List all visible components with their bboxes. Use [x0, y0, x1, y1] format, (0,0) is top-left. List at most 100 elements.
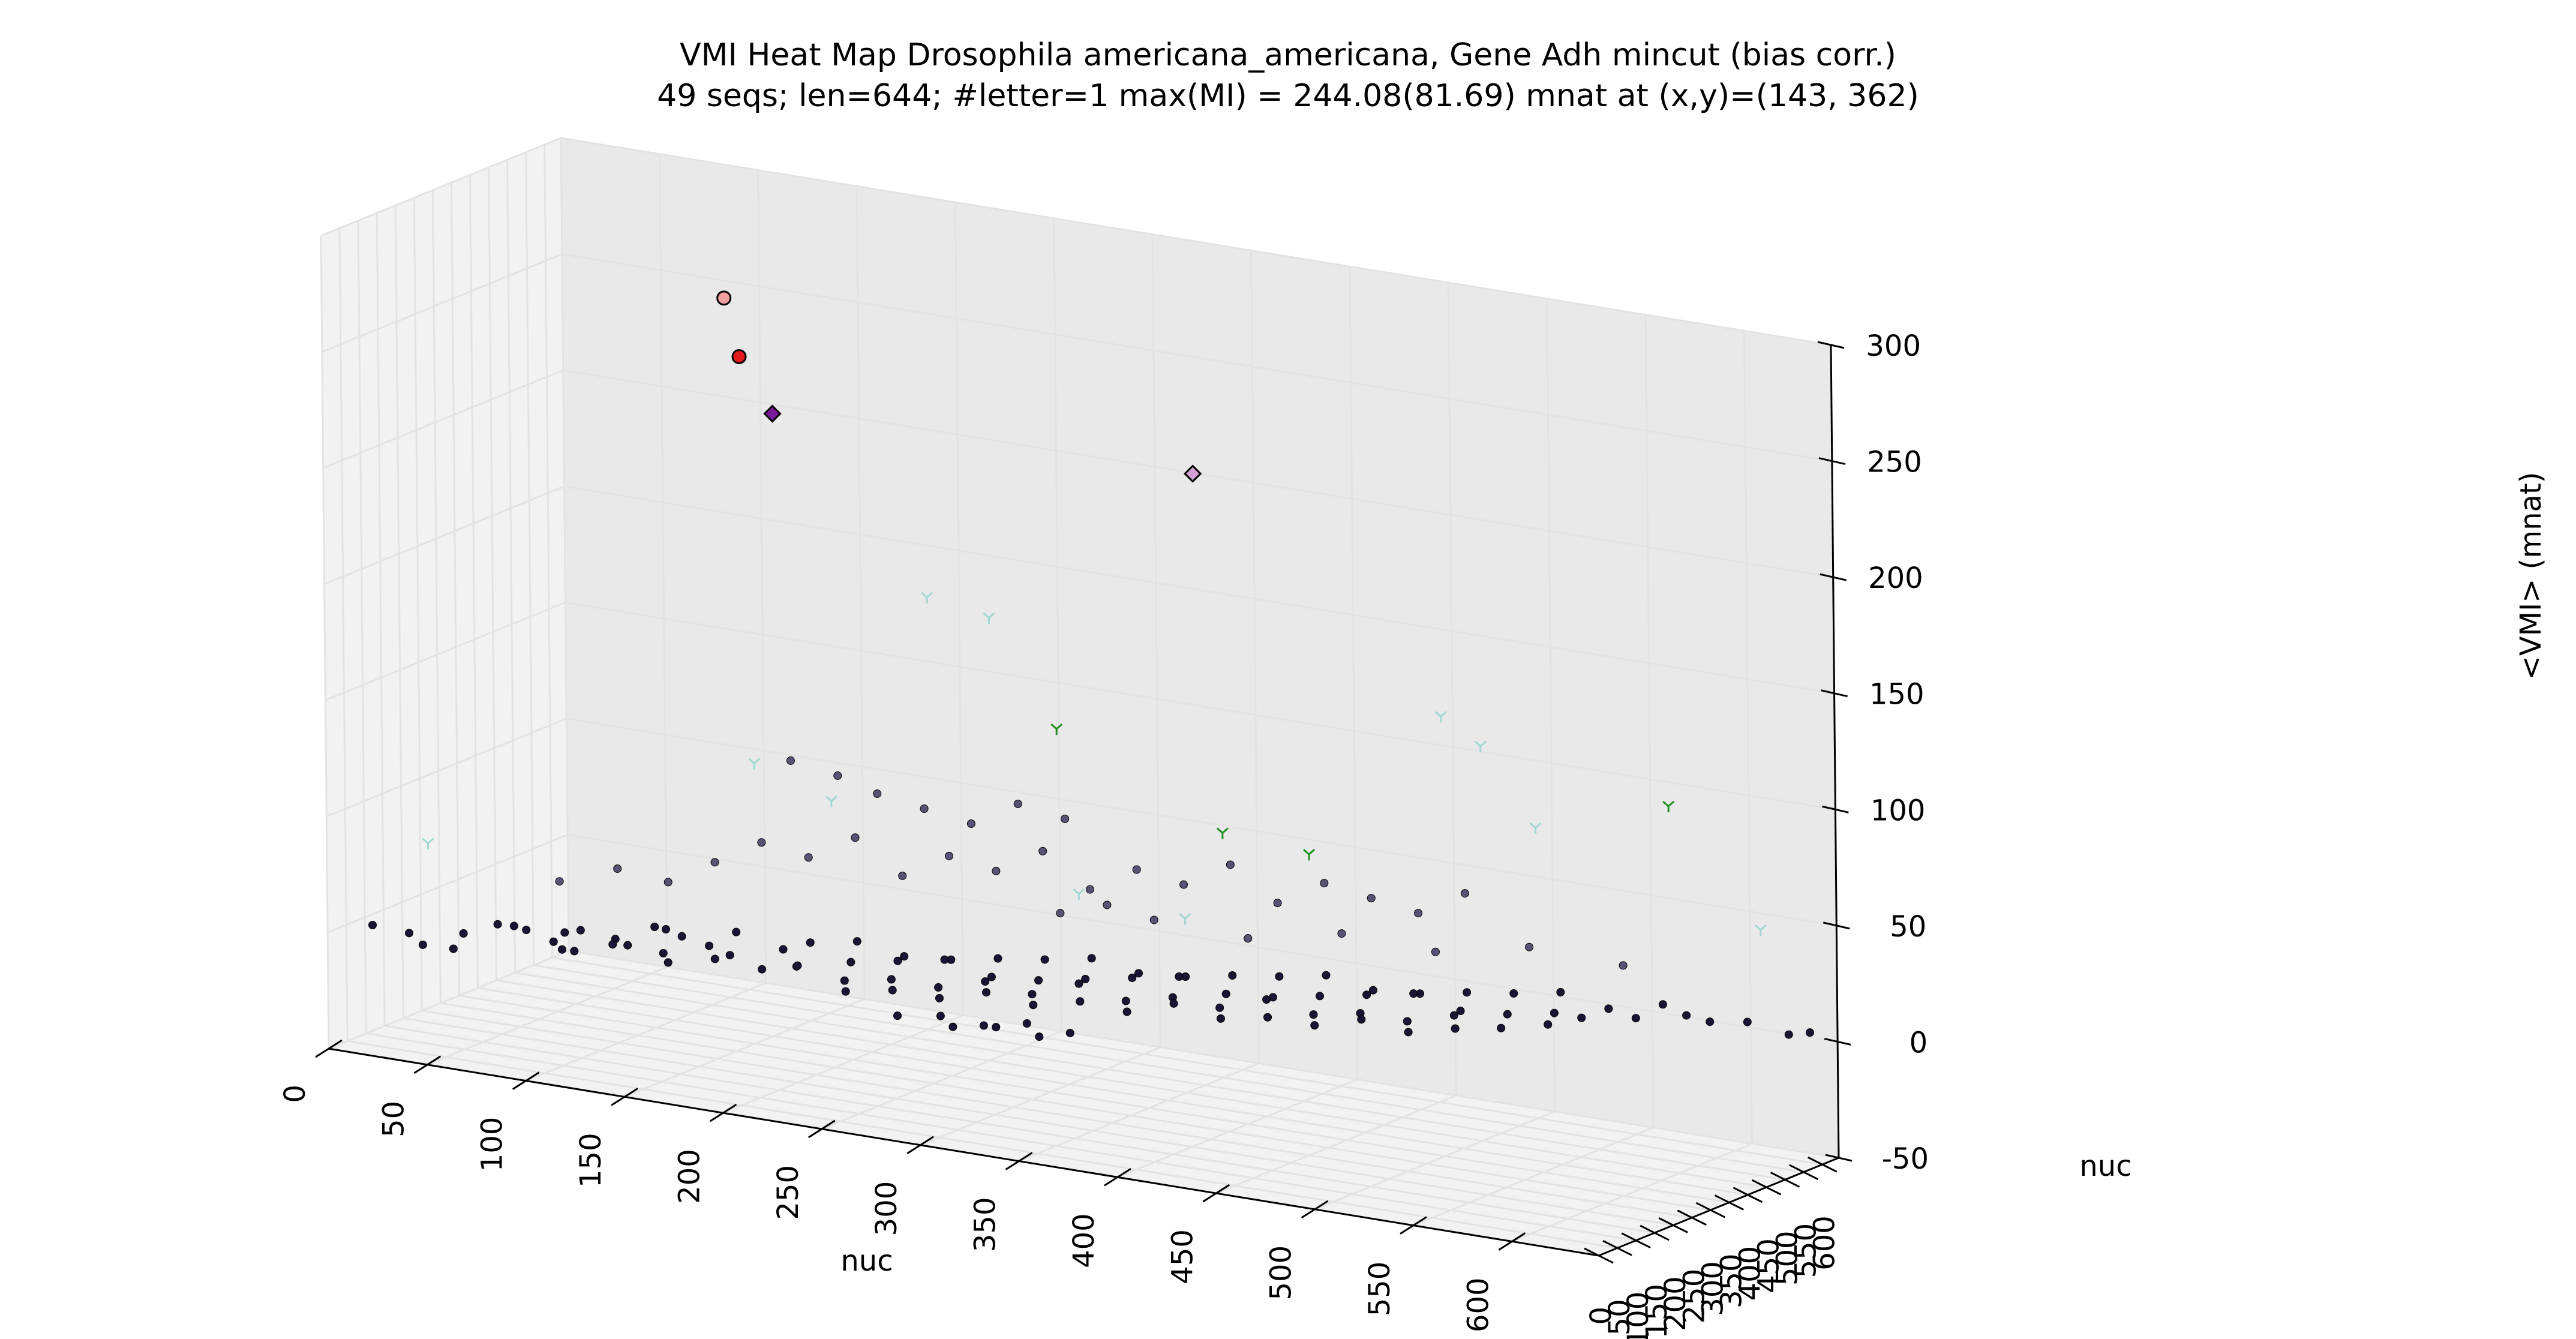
y-tick-mark: [1714, 1194, 1745, 1211]
z-axis-label: <VMI> (mnat): [2514, 472, 2548, 680]
y-tick-label: 550: [1790, 1223, 1823, 1278]
data-point: [1631, 1014, 1640, 1023]
data-point: [1273, 899, 1282, 908]
data-point: [920, 804, 929, 813]
data-point: [663, 878, 672, 887]
y-tick-mark: [1602, 1240, 1632, 1256]
data-point: [1619, 961, 1628, 970]
data-point: [804, 853, 813, 862]
y-tick-label: 350: [1715, 1253, 1748, 1308]
z-tick-label: -50: [1882, 1142, 1929, 1176]
data-point: [1035, 1032, 1044, 1041]
data-point: [873, 789, 882, 798]
y-axis-label: nuc: [2079, 1149, 2131, 1183]
data-point: [1216, 1014, 1225, 1023]
data-point: [560, 928, 569, 937]
data-point: [981, 988, 990, 997]
data-point: [650, 923, 659, 932]
data-point: [1404, 1028, 1413, 1037]
data-point: [1061, 814, 1070, 823]
data-point: [1414, 909, 1423, 918]
x-tick-mark: [413, 1055, 442, 1074]
data-point: [900, 952, 909, 961]
tri-arm: [422, 837, 429, 844]
data-point: [945, 851, 954, 860]
data-point: [732, 927, 741, 936]
grid-line-z: [326, 717, 1837, 927]
tri-arm: [1474, 740, 1481, 747]
y-tick-label: 500: [1771, 1230, 1805, 1286]
x-tick-mark: [1104, 1168, 1131, 1187]
data-point: [1065, 1028, 1074, 1037]
data-point-tri: [1050, 723, 1063, 735]
data-point: [1263, 1013, 1272, 1022]
x-tick-mark: [1301, 1200, 1329, 1219]
x-tick-label: 600: [1461, 1277, 1495, 1332]
z-tick-mark: [1818, 457, 1846, 466]
data-point-circle: [716, 290, 732, 306]
z-tick-label: 150: [1869, 678, 1925, 711]
data-point: [1038, 846, 1047, 855]
x-axis-label: nuc: [840, 1244, 893, 1278]
data-point-tri: [1662, 800, 1675, 813]
data-point: [948, 1022, 957, 1031]
axes-panes: [321, 138, 1839, 1256]
data-point: [1081, 975, 1090, 984]
data-point: [1179, 880, 1188, 889]
tri-arm: [1216, 827, 1223, 834]
x-tick-mark: [1202, 1184, 1230, 1203]
data-point: [1456, 1007, 1465, 1016]
data-point: [786, 756, 795, 765]
y-tick-mark: [1640, 1224, 1670, 1241]
data-point: [522, 926, 531, 935]
z-tick-label: 250: [1867, 446, 1922, 479]
axis-lines: [328, 344, 1840, 1257]
data-point: [710, 858, 719, 867]
data-point: [1149, 915, 1158, 924]
data-point: [934, 983, 943, 992]
tri-arm: [748, 758, 755, 764]
data-point: [1132, 865, 1141, 874]
data-point: [1550, 1008, 1559, 1017]
data-point: [1706, 1017, 1715, 1026]
data-point: [758, 965, 767, 974]
data-point: [1451, 1024, 1460, 1033]
data-point: [710, 954, 719, 963]
y-tick-mark: [1751, 1179, 1782, 1196]
data-point: [1309, 1010, 1318, 1019]
data-point: [1806, 1028, 1815, 1037]
data-point: [509, 921, 518, 930]
data-point: [1682, 1011, 1691, 1020]
data-point: [1658, 1000, 1667, 1009]
x-tick-label: 350: [969, 1197, 1002, 1253]
data-point: [779, 945, 788, 954]
data-point: [1463, 988, 1472, 997]
data-point: [1221, 989, 1230, 998]
y-axis-line: [1598, 1157, 1839, 1257]
grid-line-z: [322, 253, 1833, 463]
data-point: [966, 819, 975, 828]
data-point: [1784, 1030, 1793, 1039]
data-point: [1128, 973, 1137, 982]
data-point: [557, 945, 566, 954]
tri-arm: [1535, 822, 1542, 829]
data-point: [613, 864, 622, 873]
z-tick-label: 300: [1866, 329, 1921, 363]
data-point: [1122, 1007, 1131, 1016]
data-point: [493, 920, 502, 929]
data-point: [1034, 976, 1043, 985]
chart-title: VMI Heat Map Drosophila americana_americ…: [680, 37, 1896, 73]
data-point: [1134, 969, 1143, 978]
data-point: [1357, 1015, 1366, 1024]
data-point: [992, 866, 1001, 875]
x-tick-mark: [1005, 1152, 1033, 1170]
data-point-tri: [1529, 822, 1542, 834]
tri-arm: [1754, 924, 1761, 931]
data-point-tri: [1434, 711, 1447, 723]
data-point: [1215, 1003, 1224, 1012]
data-point: [852, 937, 861, 946]
z-tick-mark: [1825, 1154, 1853, 1162]
data-point: [1544, 1020, 1553, 1029]
